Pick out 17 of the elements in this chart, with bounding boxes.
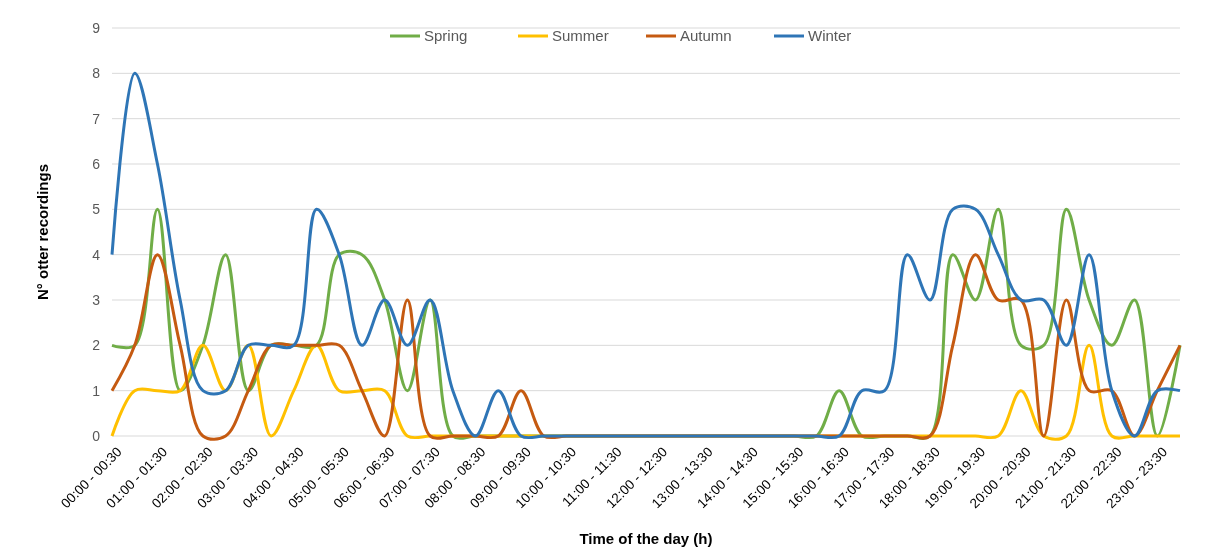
legend-label: Winter (808, 27, 852, 45)
legend-label: Summer (552, 27, 609, 45)
y-tick-label: 8 (92, 65, 101, 82)
y-tick-label: 2 (92, 337, 101, 354)
y-tick-label: 7 (92, 110, 101, 127)
y-tick-label: 1 (92, 382, 101, 399)
line-series (110, 71, 1182, 438)
legend-label: Spring (424, 27, 468, 45)
y-tick-label: 4 (92, 246, 101, 263)
y-tick-label: 6 (92, 155, 101, 172)
x-axis-title: Time of the day (h) (579, 530, 713, 547)
y-tick-label: 3 (92, 291, 101, 308)
y-tick-label: 0 (92, 427, 101, 444)
y-tick-label: 5 (92, 201, 101, 218)
legend-label: Autumn (680, 27, 732, 45)
y-axis-title: N° otter recordings (34, 163, 51, 301)
y-tick-label: 9 (92, 19, 101, 36)
